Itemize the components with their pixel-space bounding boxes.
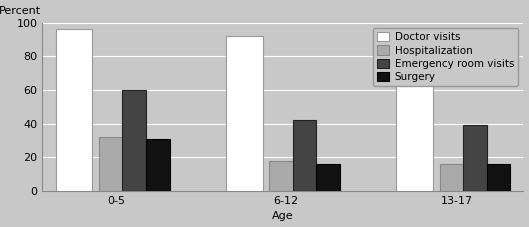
Bar [487, 164, 510, 191]
Bar [56, 29, 92, 191]
Bar [146, 139, 170, 191]
Bar [440, 164, 463, 191]
Legend: Doctor visits, Hospitalization, Emergency room visits, Surgery: Doctor visits, Hospitalization, Emergenc… [373, 28, 518, 86]
Bar [226, 36, 262, 191]
Text: Percent: Percent [0, 6, 41, 16]
Bar [463, 125, 487, 191]
Bar [122, 90, 146, 191]
Bar [293, 120, 316, 191]
Bar [396, 44, 433, 191]
Bar [269, 161, 293, 191]
Bar [99, 137, 122, 191]
X-axis label: Age: Age [272, 211, 294, 222]
Bar [316, 164, 340, 191]
